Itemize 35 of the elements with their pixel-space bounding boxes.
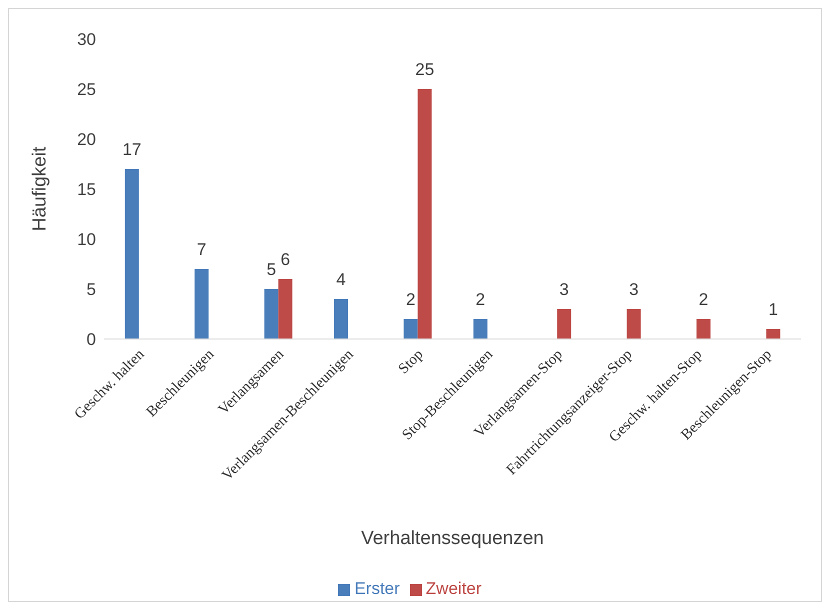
data-label: 4 <box>336 270 346 289</box>
bar <box>696 319 711 339</box>
y-tick-label: 30 <box>77 30 96 50</box>
bar <box>473 319 488 339</box>
y-tick-label: 20 <box>77 130 96 150</box>
bar <box>418 89 432 339</box>
data-label: 3 <box>559 280 569 299</box>
data-label: 2 <box>476 290 486 309</box>
x-axis-title: Verhaltenssequenzen <box>361 528 544 549</box>
legend-label: Erster <box>354 579 400 598</box>
y-tick-label: 10 <box>77 230 96 250</box>
bar <box>278 279 292 339</box>
data-label: 2 <box>406 290 416 309</box>
data-label: 25 <box>415 60 434 79</box>
data-label: 7 <box>196 240 206 259</box>
bar <box>766 329 780 339</box>
legend-label: Zweiter <box>426 579 482 598</box>
bar <box>334 299 348 339</box>
data-label: 5 <box>266 260 276 279</box>
y-tick-label: 15 <box>77 180 96 200</box>
bar <box>264 289 278 339</box>
data-label: 17 <box>122 140 142 159</box>
bar <box>124 169 139 339</box>
y-tick-label: 0 <box>86 330 96 350</box>
bar <box>626 309 641 339</box>
y-tick-label: 5 <box>86 280 96 300</box>
bar <box>557 309 572 339</box>
y-axis-title: Häufigkeit <box>30 146 51 232</box>
data-label: 2 <box>698 290 708 309</box>
bar <box>194 269 209 339</box>
data-label: 1 <box>768 300 778 319</box>
bar <box>404 319 418 339</box>
data-label: 3 <box>629 280 639 299</box>
y-tick-label: 25 <box>77 80 96 100</box>
data-label: 6 <box>280 250 290 269</box>
